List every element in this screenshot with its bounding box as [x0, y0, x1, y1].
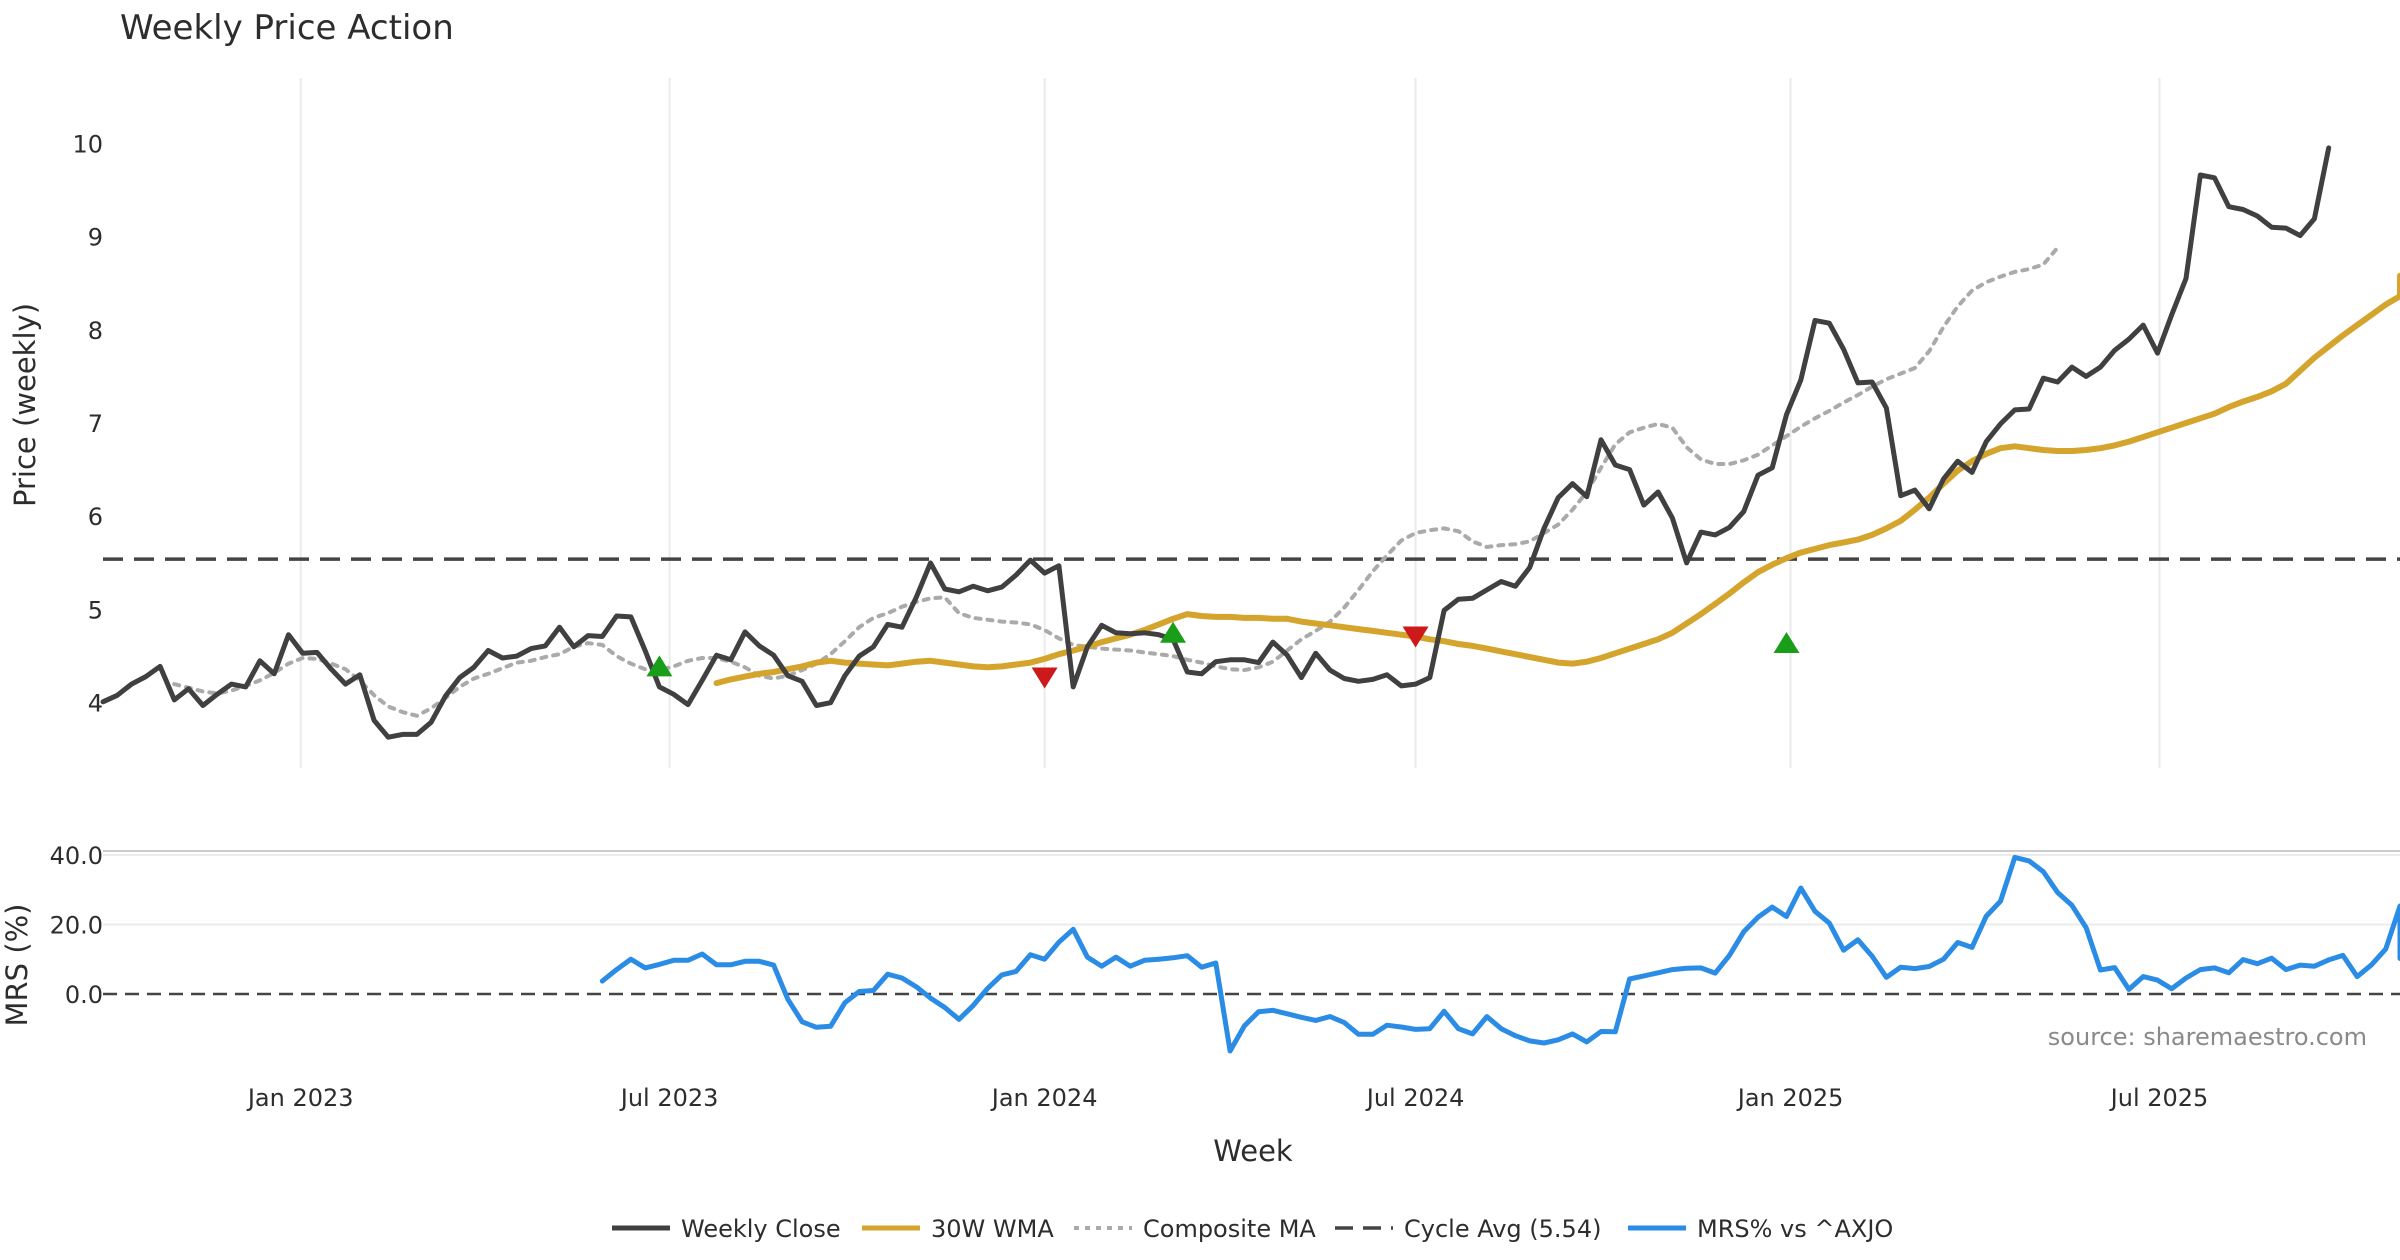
signal-layer: [646, 621, 1800, 689]
series-layer: [100, 145, 2400, 1054]
tick-layer: Jan 2023 Jul 2023 Jan 2024 Jul 2024 Jan 2025…: [50, 130, 2209, 1112]
mrs-y-tick-label: 20.0: [50, 911, 103, 939]
chart-legend: Weekly Close 30W WMA Composite MA Cycle Avg…: [612, 1215, 1893, 1243]
x-tick-label: Jan 2023: [246, 1084, 354, 1112]
legend-item-mrs: MRS% vs ^AXJO: [1628, 1215, 1893, 1243]
buy-signal-marker: [646, 655, 673, 677]
mrs-series-line: [599, 854, 2400, 1054]
price-y-tick-label: 9: [88, 224, 103, 252]
buy-signal-marker: [1773, 632, 1800, 654]
sell-signal-marker: [1402, 626, 1429, 648]
price-y-tick-label: 8: [88, 317, 103, 345]
x-tick-label: Jan 2024: [990, 1084, 1098, 1112]
mrs-axis-title: MRS (%): [0, 904, 34, 1027]
mrs-y-tick-label: 40.0: [50, 842, 103, 870]
composite-series-line: [172, 245, 2060, 718]
legend-label: 30W WMA: [931, 1215, 1054, 1243]
legend-label: Cycle Avg (5.54): [1404, 1215, 1601, 1243]
price-panel-grid: [299, 78, 2161, 768]
x-tick-label: Jul 2024: [1365, 1084, 1465, 1112]
legend-label: MRS% vs ^AXJO: [1697, 1215, 1893, 1243]
buy-signal-marker: [1160, 621, 1187, 643]
x-tick-label: Jul 2023: [619, 1084, 719, 1112]
price-y-tick-label: 4: [88, 690, 103, 718]
legend-item-close: Weekly Close: [612, 1215, 841, 1243]
price-axis-title: Price (weekly): [8, 303, 42, 507]
mrs-y-tick-label: 0.0: [65, 981, 103, 1009]
legend-label: Composite MA: [1143, 1215, 1316, 1243]
legend-label: Weekly Close: [681, 1215, 841, 1243]
x-tick-label: Jul 2025: [2109, 1084, 2209, 1112]
price-y-tick-label: 10: [72, 130, 103, 158]
price-y-tick-label: 6: [88, 503, 103, 531]
price-y-tick-label: 5: [88, 596, 103, 624]
x-axis-title: Week: [1213, 1134, 1293, 1168]
source-annotation: source: sharemaestro.com: [2048, 1023, 2367, 1051]
close-series-line: [100, 145, 2332, 740]
x-tick-label: Jan 2025: [1736, 1084, 1844, 1112]
sell-signal-marker: [1031, 667, 1058, 689]
legend-item-composite: Composite MA: [1074, 1215, 1316, 1243]
price-y-tick-label: 7: [88, 410, 103, 438]
legend-item-cycle: Cycle Avg (5.54): [1335, 1215, 1601, 1243]
legend-item-wma: 30W WMA: [862, 1215, 1054, 1243]
mrs-panel-grid: [103, 850, 2400, 996]
chart-title: Weekly Price Action: [120, 8, 454, 48]
wma-series-line: [713, 272, 2400, 687]
